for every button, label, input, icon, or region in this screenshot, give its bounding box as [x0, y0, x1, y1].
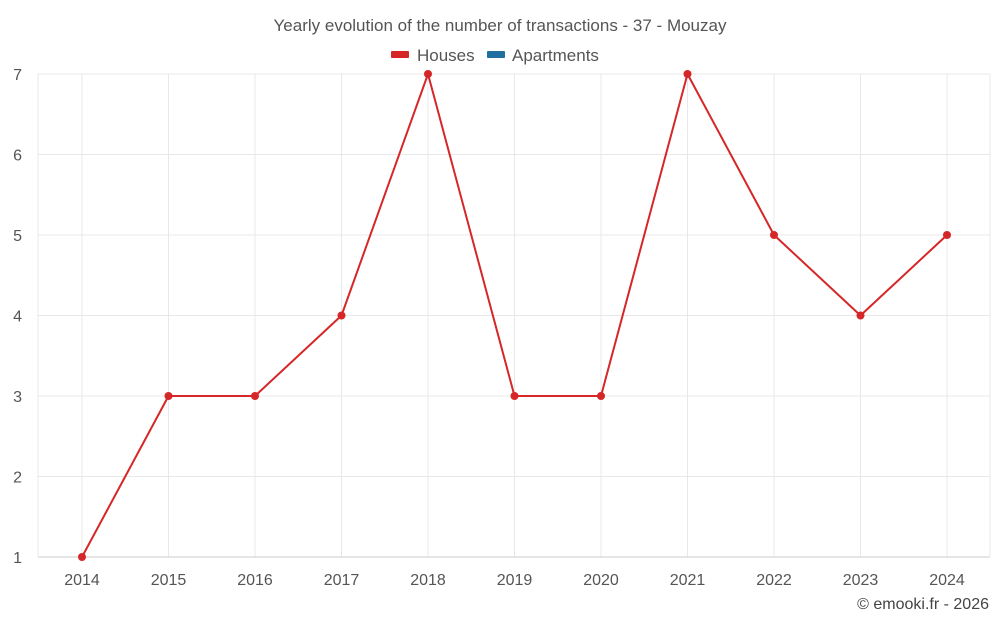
footer-credit: © emooki.fr - 2026	[857, 596, 989, 613]
data-point[interactable]: Houses 2024: 5	[943, 231, 951, 239]
x-tick-label: 2023	[843, 572, 879, 589]
y-tick-label: 4	[13, 309, 22, 326]
x-tick-label: 2020	[583, 572, 619, 589]
x-tick-label: 2015	[151, 572, 187, 589]
y-tick-label: 7	[13, 67, 22, 84]
legend-label-houses: Houses	[417, 46, 475, 65]
data-point[interactable]: Houses 2023: 4	[856, 311, 865, 320]
x-tick-label: 2021	[670, 572, 706, 589]
data-point[interactable]: Houses 2022: 5	[770, 231, 778, 239]
tick-labels: 2014 2015 2016 2017 2018 2019 2020 2021 2022 2023…	[13, 67, 965, 589]
legend-item-apartments[interactable]: Apartments	[487, 46, 599, 65]
x-tick-label: 2014	[64, 572, 100, 589]
data-point[interactable]: Houses 2019: 3	[510, 392, 519, 400]
y-tick-label: 6	[13, 148, 22, 165]
x-tick-label: 2018	[410, 572, 446, 589]
data-point[interactable]: Houses 2017: 4	[337, 311, 346, 320]
legend-item-houses[interactable]: Houses	[391, 46, 475, 65]
y-tick-label: 1	[13, 550, 22, 567]
data-point[interactable]: Houses 2016: 3	[251, 392, 259, 400]
x-tick-label: 2017	[324, 572, 360, 589]
x-tick-label: 2016	[237, 572, 273, 589]
data-point[interactable]: Houses 2018: 7	[424, 70, 432, 78]
legend-swatch-apartments	[487, 51, 505, 58]
data-point[interactable]: Houses 2020: 3	[597, 392, 605, 400]
data-point[interactable]: Houses 2015: 3	[164, 392, 173, 400]
x-tick-label: 2022	[756, 572, 792, 589]
series-layer: Houses 2014: 1 Houses 2015: 3 Houses 2016:…	[78, 70, 951, 561]
chart-title: Yearly evolution of the number of transa…	[274, 16, 727, 35]
data-point[interactable]: Houses 2014: 1	[78, 553, 86, 561]
y-tick-label: 5	[13, 228, 22, 245]
data-point[interactable]: Houses 2021: 7	[683, 70, 692, 78]
x-tick-label: 2019	[497, 572, 533, 589]
y-tick-label: 3	[13, 389, 22, 406]
x-tick-label: 2024	[929, 572, 965, 589]
axes	[37, 74, 991, 557]
legend-label-apartments: Apartments	[512, 46, 599, 65]
grid	[38, 73, 990, 558]
legend-swatch-houses	[391, 51, 409, 58]
legend: Houses Apartments	[391, 46, 599, 65]
y-tick-label: 2	[13, 470, 22, 487]
